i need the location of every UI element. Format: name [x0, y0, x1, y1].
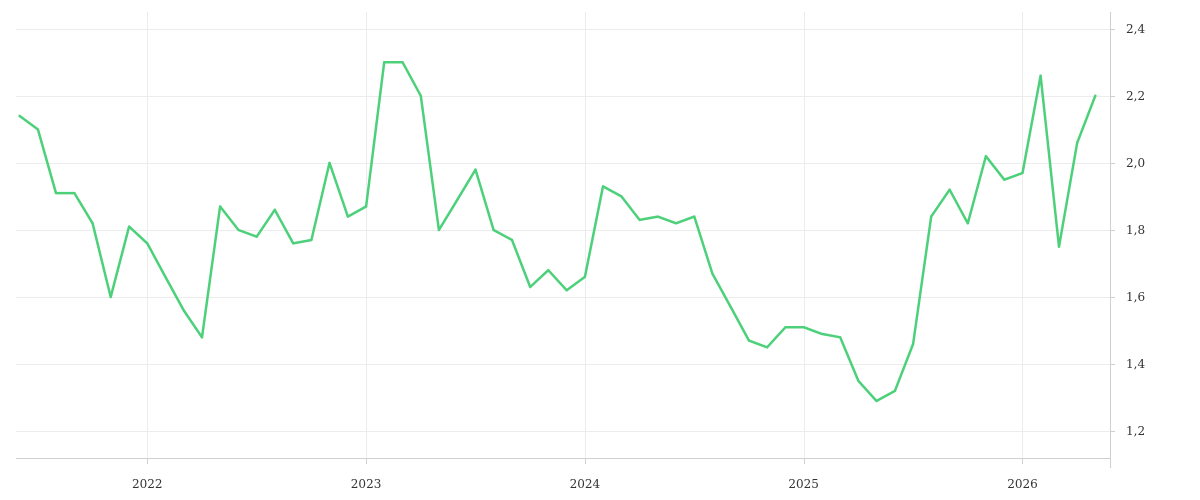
data-point: [1094, 94, 1097, 98]
data-point: [620, 195, 623, 198]
data-point: [1003, 178, 1006, 181]
data-point: [474, 168, 477, 171]
data-point: [109, 295, 112, 299]
axes: [16, 12, 1115, 468]
data-point: [1039, 74, 1042, 77]
data-point: [492, 228, 495, 232]
y-tick-label: 1,8: [1126, 223, 1145, 237]
data-point: [601, 185, 605, 188]
data-point: [292, 242, 295, 245]
data-point: [729, 305, 732, 309]
data-point: [1021, 171, 1024, 175]
data-point: [893, 389, 897, 393]
series-line: [18, 61, 1097, 403]
y-tick-label: 2,0: [1126, 156, 1145, 170]
y-tick-label: 2,4: [1126, 22, 1145, 36]
data-point: [437, 228, 441, 232]
data-point: [146, 242, 149, 245]
data-point: [547, 269, 550, 272]
data-point: [966, 222, 969, 225]
data-point: [1057, 245, 1061, 248]
data-point: [218, 205, 222, 208]
grid: [16, 12, 1110, 458]
data-point: [565, 289, 568, 292]
x-tick-label: 2026: [1007, 477, 1038, 491]
data-point: [984, 155, 988, 158]
data-point: [802, 326, 805, 329]
data-point: [930, 215, 933, 218]
data-point: [456, 198, 459, 201]
data-point: [875, 399, 878, 403]
data-point: [401, 61, 404, 64]
x-tick-label: 2024: [570, 477, 601, 491]
x-tick-label: 2025: [788, 477, 819, 491]
data-point: [839, 336, 842, 339]
x-tick-label: 2023: [351, 477, 382, 491]
data-point: [255, 235, 258, 238]
data-point: [820, 332, 823, 336]
data-point: [419, 94, 422, 98]
data-point: [127, 225, 131, 228]
data-point: [54, 191, 58, 195]
data-point: [364, 205, 368, 208]
data-point: [948, 188, 951, 191]
data-point: [765, 346, 769, 349]
data-point: [73, 191, 76, 195]
y-tick-label: 1,2: [1126, 424, 1145, 438]
data-point: [656, 215, 659, 218]
data-point: [18, 114, 21, 118]
data-point: [328, 161, 331, 165]
data-point: [747, 339, 751, 342]
data-point: [200, 336, 204, 339]
data-point: [674, 222, 678, 225]
data-point: [310, 238, 313, 242]
data-point: [693, 215, 696, 218]
data-point: [237, 228, 240, 232]
data-point: [529, 285, 532, 289]
data-point: [583, 275, 587, 279]
data-point: [346, 215, 350, 218]
y-tick-label: 1,4: [1126, 357, 1145, 371]
data-point: [711, 272, 714, 275]
data-point: [182, 309, 185, 312]
y-tick-label: 2,2: [1126, 89, 1145, 103]
data-point: [91, 222, 94, 225]
y-tick-label: 1,6: [1126, 290, 1145, 304]
data-point: [164, 275, 167, 279]
data-point: [638, 218, 641, 222]
data-point: [911, 342, 915, 346]
x-tick-label: 2022: [132, 477, 163, 491]
data-point: [273, 208, 276, 211]
data-point: [784, 326, 787, 329]
data-point: [1076, 141, 1079, 144]
tick-labels: 1,2 1,4 1,6 1,8 2,0 2,2 2,4 2022 2023 2024 2025 202…: [132, 22, 1145, 491]
series-layer: [18, 61, 1097, 403]
data-point: [36, 128, 40, 131]
data-point: [510, 238, 514, 242]
data-point: [383, 61, 386, 64]
data-point: [857, 379, 860, 383]
